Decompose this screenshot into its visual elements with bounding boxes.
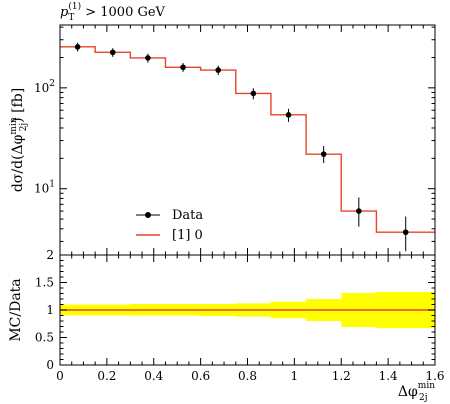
data-point bbox=[215, 67, 222, 73]
data-point bbox=[320, 151, 327, 157]
main-y-axis-label: dσ/d(Δφmin2j) [fb] bbox=[9, 88, 29, 192]
data-point bbox=[145, 55, 151, 61]
data-point bbox=[285, 112, 292, 118]
data-point bbox=[250, 90, 257, 97]
xlabel-sub: 2j bbox=[419, 393, 428, 403]
legend-mc-label: [1] 0 bbox=[172, 228, 203, 243]
ratio-y-tick-label: 1.5 bbox=[35, 276, 54, 290]
ratio-y-tick-label: 2 bbox=[46, 248, 54, 262]
title-sup: (1) bbox=[68, 1, 81, 12]
ratio-y-tick-label: 1 bbox=[46, 303, 54, 317]
mc-histogram-line bbox=[60, 46, 435, 233]
axis-ticks bbox=[59, 25, 436, 366]
data-point bbox=[74, 44, 81, 50]
title-sub: T bbox=[68, 13, 74, 23]
title-p: p bbox=[60, 5, 69, 20]
x-tick-label: 0.6 bbox=[191, 369, 210, 383]
mc-step-path bbox=[60, 46, 435, 233]
legend-data-marker bbox=[145, 212, 151, 218]
data-point bbox=[109, 49, 116, 56]
data-point bbox=[356, 208, 362, 214]
y-tick-label: 102 bbox=[34, 79, 55, 95]
x-tick-label: 0.2 bbox=[97, 369, 116, 383]
x-axis-label: Δφmin 2j bbox=[398, 381, 435, 403]
ylabel-sub: 2j bbox=[19, 123, 29, 132]
chart-title: pT(1) > 1000 GeV bbox=[60, 1, 166, 23]
ratio-y-tick-label: 0 bbox=[46, 358, 54, 372]
xlabel-pre: Δφ bbox=[398, 384, 418, 400]
ylabel-post: ) [fb] bbox=[10, 88, 26, 123]
legend: Data [1] 0 bbox=[136, 208, 203, 243]
y-tick-label: 101 bbox=[34, 180, 55, 196]
x-tick-label: 1 bbox=[291, 369, 299, 383]
x-tick-label: 1.4 bbox=[379, 369, 398, 383]
ylabel-pre: dσ/d(Δφ bbox=[10, 134, 26, 192]
title-rest: > 1000 GeV bbox=[81, 5, 165, 20]
x-tick-label: 1.2 bbox=[332, 369, 351, 383]
x-tick-label: 0.8 bbox=[238, 369, 257, 383]
x-tick-label: 1.6 bbox=[425, 369, 444, 383]
ratio-y-tick-label: 0.5 bbox=[35, 331, 54, 345]
ratio-y-axis-label: MC/Data bbox=[8, 278, 24, 341]
legend-data-label: Data bbox=[172, 208, 203, 223]
tick-labels: 0 0.2 0.4 0.6 0.8 1 1.2 1.4 1.6 101 102 0 0.5 1 1.5 2 bbox=[34, 79, 445, 383]
x-tick-label: 0.4 bbox=[144, 369, 163, 383]
data-point bbox=[180, 64, 186, 71]
xlabel-sup: min bbox=[418, 381, 435, 391]
data-points bbox=[74, 42, 409, 252]
data-point bbox=[402, 229, 409, 236]
x-tick-label: 0 bbox=[56, 369, 64, 383]
main-panel-frame bbox=[59, 24, 436, 256]
ylabel-sup: min bbox=[9, 117, 19, 134]
